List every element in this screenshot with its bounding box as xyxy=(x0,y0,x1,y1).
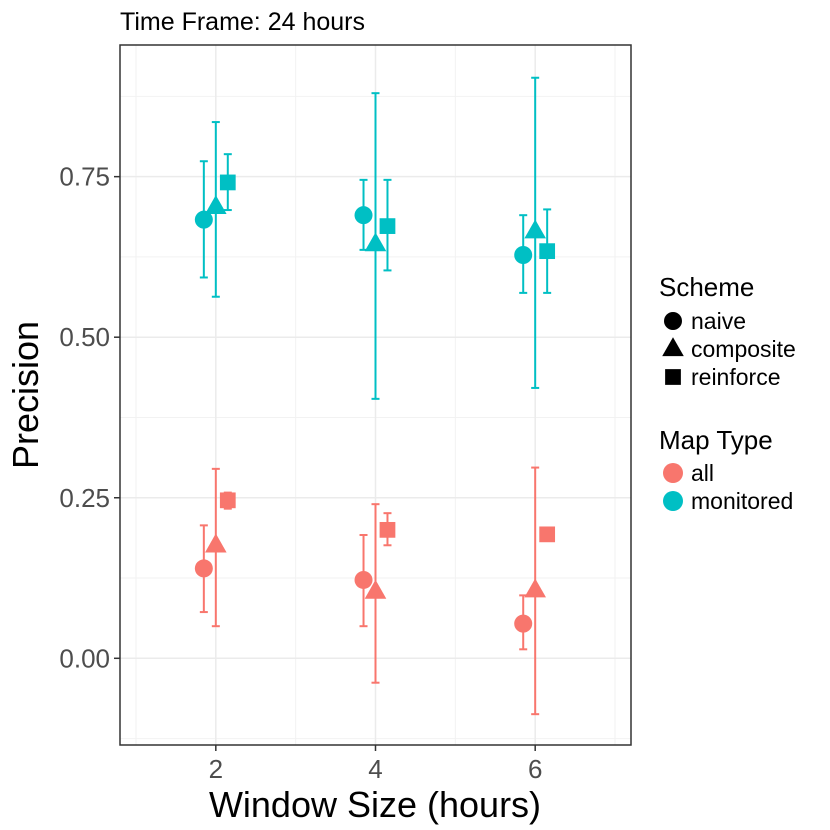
y-axis-title: Precision xyxy=(5,321,46,469)
x-axis-title: Window Size (hours) xyxy=(209,784,541,825)
data-point-all-reinforce xyxy=(219,492,236,509)
legend-all-icon xyxy=(663,463,683,483)
legend-reinforce-icon xyxy=(665,369,681,385)
y-tick-label: 0.75 xyxy=(59,162,110,192)
legend-scheme-title: Scheme xyxy=(659,272,754,302)
data-point-all-composite xyxy=(205,533,227,553)
y-tick-label: 0.00 xyxy=(59,643,110,673)
data-point-monitored-naive xyxy=(514,246,533,264)
legend-naive-icon xyxy=(664,312,682,330)
data-point-all-composite xyxy=(364,579,387,599)
data-point-all-naive xyxy=(354,570,373,589)
legend-map-type-label: all xyxy=(691,460,714,486)
chart-title: Time Frame: 24 hours xyxy=(120,8,365,36)
legend-map-type-title: Map Type xyxy=(659,425,773,455)
data-point-all-naive xyxy=(194,559,213,578)
data-point-monitored-reinforce xyxy=(379,218,396,234)
legend-scheme-label: reinforce xyxy=(691,364,780,390)
data-point-monitored-naive xyxy=(354,206,373,225)
data-point-monitored-reinforce xyxy=(219,174,236,191)
y-axis: 0.00 0.25 0.50 0.75 xyxy=(59,162,120,673)
data-point-monitored-composite xyxy=(205,195,227,215)
legend-scheme-label: composite xyxy=(691,336,796,362)
data-point-all-naive xyxy=(514,614,533,633)
x-axis: 2 4 6 xyxy=(209,745,542,784)
data-point-all-reinforce xyxy=(379,521,396,538)
legend-scheme-label: naive xyxy=(691,308,746,334)
legend-monitored-icon xyxy=(663,491,683,511)
data-point-all-composite xyxy=(524,578,546,598)
data-point-monitored-reinforce xyxy=(539,243,556,260)
legend-composite-icon xyxy=(662,337,684,357)
x-tick-label: 6 xyxy=(528,754,542,784)
y-tick-label: 0.50 xyxy=(59,322,110,352)
error-bars xyxy=(199,76,552,716)
data-points xyxy=(194,174,556,633)
x-tick-label: 4 xyxy=(368,754,382,784)
data-point-monitored-naive xyxy=(194,210,213,229)
legend-map-type-label: monitored xyxy=(691,488,793,514)
y-tick-label: 0.25 xyxy=(59,483,110,513)
data-point-monitored-composite xyxy=(364,232,387,252)
x-tick-label: 2 xyxy=(209,754,223,784)
data-point-all-reinforce xyxy=(539,526,556,543)
data-point-monitored-composite xyxy=(524,219,546,239)
